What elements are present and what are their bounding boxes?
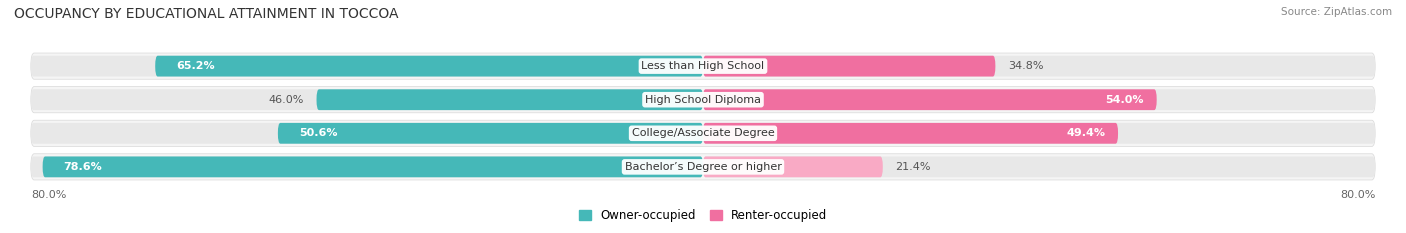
FancyBboxPatch shape (703, 123, 1118, 144)
FancyBboxPatch shape (703, 157, 883, 177)
FancyBboxPatch shape (703, 89, 1375, 110)
FancyBboxPatch shape (42, 157, 703, 177)
FancyBboxPatch shape (31, 120, 1375, 146)
Text: Source: ZipAtlas.com: Source: ZipAtlas.com (1281, 7, 1392, 17)
Legend: Owner-occupied, Renter-occupied: Owner-occupied, Renter-occupied (574, 205, 832, 227)
Text: High School Diploma: High School Diploma (645, 95, 761, 105)
Text: 80.0%: 80.0% (1340, 190, 1375, 200)
FancyBboxPatch shape (703, 123, 1375, 144)
Text: Bachelor’s Degree or higher: Bachelor’s Degree or higher (624, 162, 782, 172)
FancyBboxPatch shape (31, 87, 1375, 113)
Text: OCCUPANCY BY EDUCATIONAL ATTAINMENT IN TOCCOA: OCCUPANCY BY EDUCATIONAL ATTAINMENT IN T… (14, 7, 398, 21)
Text: 54.0%: 54.0% (1105, 95, 1144, 105)
FancyBboxPatch shape (31, 53, 1375, 79)
Text: College/Associate Degree: College/Associate Degree (631, 128, 775, 138)
FancyBboxPatch shape (31, 157, 703, 177)
FancyBboxPatch shape (703, 56, 995, 76)
FancyBboxPatch shape (278, 123, 703, 144)
Text: Less than High School: Less than High School (641, 61, 765, 71)
FancyBboxPatch shape (31, 154, 1375, 180)
Text: 78.6%: 78.6% (63, 162, 103, 172)
Text: 65.2%: 65.2% (176, 61, 215, 71)
FancyBboxPatch shape (316, 89, 703, 110)
FancyBboxPatch shape (703, 157, 1375, 177)
Text: 49.4%: 49.4% (1066, 128, 1105, 138)
FancyBboxPatch shape (703, 89, 1157, 110)
FancyBboxPatch shape (703, 56, 1375, 76)
FancyBboxPatch shape (155, 56, 703, 76)
FancyBboxPatch shape (31, 89, 703, 110)
Text: 50.6%: 50.6% (299, 128, 337, 138)
FancyBboxPatch shape (31, 56, 703, 76)
Text: 46.0%: 46.0% (269, 95, 304, 105)
Text: 34.8%: 34.8% (1008, 61, 1043, 71)
Text: 80.0%: 80.0% (31, 190, 66, 200)
Text: 21.4%: 21.4% (896, 162, 931, 172)
FancyBboxPatch shape (31, 123, 703, 144)
